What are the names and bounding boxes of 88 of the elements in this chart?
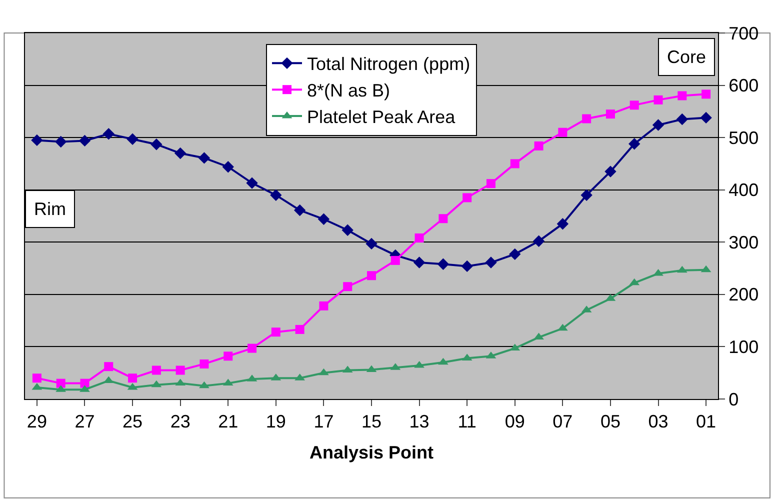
x-tick-label: 07 <box>552 412 573 432</box>
point <box>582 114 592 124</box>
point <box>606 110 615 119</box>
point <box>294 204 306 216</box>
x-tick-label: 13 <box>409 412 430 432</box>
y-tick-label: 600 <box>728 76 759 96</box>
point <box>248 344 257 353</box>
point <box>630 100 639 110</box>
point <box>246 177 258 189</box>
y-tick-label: 0 <box>728 389 739 410</box>
x-tick-label: 15 <box>361 412 382 432</box>
point <box>556 218 569 230</box>
point <box>509 248 521 260</box>
point <box>580 189 592 201</box>
point <box>676 113 688 126</box>
point <box>200 359 209 368</box>
annotation: Core <box>667 47 706 67</box>
x-tick-label: 27 <box>74 412 95 432</box>
point <box>78 134 91 147</box>
x-axis-title: Analysis Point <box>309 442 434 463</box>
point <box>485 256 497 268</box>
x-tick-label: 05 <box>600 412 620 432</box>
x-tick-label: 25 <box>122 412 143 432</box>
point <box>56 378 66 388</box>
point <box>150 138 162 150</box>
point <box>54 136 67 148</box>
x-tick-label: 17 <box>314 412 334 432</box>
point <box>319 301 328 310</box>
y-tick-label: 500 <box>728 128 759 148</box>
x-tick-label: 11 <box>458 412 476 432</box>
point <box>654 95 663 104</box>
point <box>318 368 329 376</box>
legend-label: Total Nitrogen (ppm) <box>307 54 470 74</box>
point <box>126 133 138 145</box>
x-tick-label: 23 <box>170 412 190 432</box>
annotation: Rim <box>34 199 66 219</box>
point <box>271 328 280 337</box>
point <box>367 271 376 280</box>
point <box>318 213 330 225</box>
point <box>366 238 378 250</box>
point <box>534 141 544 150</box>
y-tick-label: 100 <box>728 337 759 358</box>
point <box>604 166 616 178</box>
point <box>222 161 234 173</box>
y-tick-label: 700 <box>728 23 759 44</box>
point <box>558 128 568 137</box>
point <box>652 119 664 131</box>
y-tick-label: 200 <box>728 284 759 305</box>
x-tick-label: 21 <box>218 412 238 432</box>
point <box>295 324 304 334</box>
point <box>462 193 472 202</box>
point <box>102 128 114 140</box>
point <box>678 91 687 100</box>
x-tick-label: 29 <box>26 412 47 432</box>
point <box>390 256 400 265</box>
point <box>438 214 448 224</box>
point <box>486 179 496 188</box>
point <box>198 152 210 164</box>
point <box>32 374 42 383</box>
point <box>104 362 114 372</box>
y-tick-label: 400 <box>728 180 759 200</box>
point <box>628 138 640 150</box>
point <box>224 352 233 361</box>
point <box>174 147 186 160</box>
point <box>199 381 210 388</box>
point <box>176 366 185 375</box>
point <box>702 90 711 99</box>
point <box>532 235 545 247</box>
point <box>437 258 450 270</box>
point <box>270 189 282 201</box>
point <box>343 282 352 292</box>
point <box>152 366 161 375</box>
point <box>461 260 473 272</box>
x-tick-label: 01 <box>696 412 716 432</box>
point <box>128 374 138 383</box>
y-tick-label: 300 <box>728 232 759 252</box>
point <box>534 332 544 340</box>
point <box>31 134 43 146</box>
point <box>700 112 712 124</box>
point <box>510 159 520 168</box>
x-tick-label: 19 <box>266 412 286 432</box>
legend-label: Platelet Peak Area <box>307 107 456 127</box>
x-tick-label: 09 <box>504 412 525 432</box>
x-tick-label: 03 <box>648 412 668 432</box>
legend-label: 8*(N as B) <box>307 80 390 101</box>
point <box>414 233 424 242</box>
point <box>342 224 354 236</box>
point <box>413 256 426 268</box>
